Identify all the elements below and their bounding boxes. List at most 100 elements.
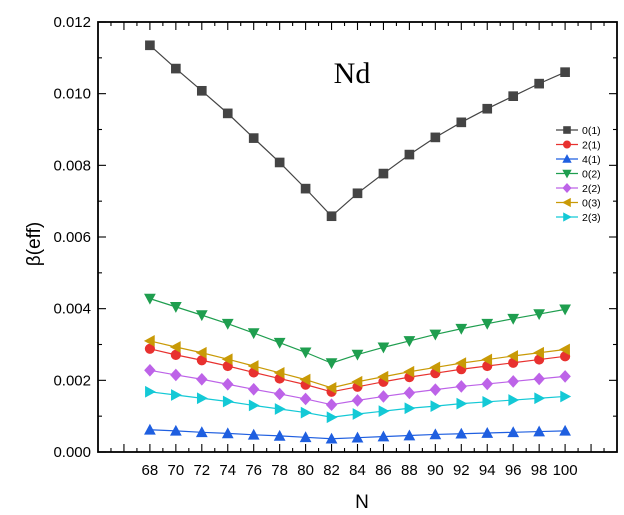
- legend-marker: [563, 126, 571, 134]
- data-point: [171, 63, 181, 74]
- data-point: [377, 342, 390, 354]
- legend-label: 0(2): [582, 169, 601, 181]
- data-point: [299, 431, 312, 443]
- x-axis-title: N: [355, 492, 369, 513]
- data-point: [169, 424, 182, 436]
- legend-item: 2(2): [556, 183, 601, 195]
- data-point: [221, 353, 233, 366]
- y-axis-title: β(eff): [24, 222, 45, 266]
- data-point: [196, 392, 208, 405]
- data-point: [533, 425, 546, 437]
- data-point: [534, 392, 546, 405]
- data-point: [351, 394, 364, 407]
- data-point: [429, 329, 442, 341]
- x-tick-label: 88: [401, 462, 418, 479]
- data-point: [508, 91, 519, 101]
- data-point: [403, 386, 416, 400]
- series-0: [145, 40, 570, 222]
- legend-label: 0(1): [582, 125, 601, 137]
- data-point: [559, 343, 570, 356]
- data-point: [171, 389, 182, 401]
- data-point: [300, 183, 311, 194]
- x-tick-label: 94: [479, 462, 496, 479]
- data-point: [144, 423, 156, 435]
- x-tick-label: 72: [193, 462, 210, 479]
- data-point: [222, 395, 234, 408]
- data-point: [456, 397, 468, 410]
- data-point: [507, 375, 519, 388]
- data-point: [273, 387, 286, 401]
- data-point: [247, 328, 260, 340]
- legend-item: 0(1): [556, 125, 601, 137]
- data-point: [143, 335, 155, 347]
- data-point: [404, 149, 415, 160]
- legend-item: 2(1): [556, 140, 601, 152]
- data-point: [196, 85, 207, 96]
- x-tick-label: 74: [219, 462, 236, 479]
- legend-item: 0(2): [556, 169, 601, 181]
- y-tick-label: 0.006: [53, 229, 91, 246]
- legend-marker: [562, 183, 572, 193]
- data-point: [377, 430, 390, 442]
- data-point: [196, 372, 208, 386]
- y-tick-label: 0.002: [53, 372, 91, 389]
- data-point: [145, 40, 155, 51]
- data-point: [351, 375, 363, 388]
- data-point: [145, 385, 156, 398]
- data-point: [560, 67, 570, 77]
- data-point: [507, 313, 520, 325]
- data-point: [482, 103, 493, 114]
- data-point: [559, 424, 571, 436]
- data-point: [429, 428, 442, 440]
- data-point: [325, 432, 338, 444]
- data-point: [377, 370, 389, 383]
- data-point: [326, 411, 338, 424]
- data-point: [455, 357, 467, 370]
- data-point: [325, 358, 338, 370]
- data-point: [481, 353, 493, 366]
- legend-label: 4(1): [582, 154, 601, 166]
- x-tick-label: 80: [297, 462, 314, 479]
- data-point: [299, 392, 312, 406]
- legend-box: [553, 121, 607, 228]
- data-point: [169, 302, 182, 313]
- x-tick-label: 78: [271, 462, 288, 479]
- data-point: [481, 426, 494, 438]
- x-tick-label: 98: [531, 462, 548, 479]
- data-point: [170, 368, 182, 382]
- data-point: [274, 157, 285, 168]
- y-tick-label: 0.004: [53, 301, 91, 318]
- data-point: [274, 403, 286, 415]
- legend-item: 0(3): [556, 198, 601, 210]
- y-tick-label: 0.008: [53, 157, 91, 174]
- x-tick-label: 86: [375, 462, 392, 479]
- chart-annotation: Nd: [334, 57, 371, 90]
- data-point: [455, 323, 468, 335]
- data-point: [352, 188, 363, 199]
- data-point: [195, 346, 207, 359]
- legend-item: 4(1): [556, 154, 601, 166]
- data-point: [404, 402, 416, 415]
- data-point: [222, 377, 234, 391]
- data-point: [144, 363, 156, 377]
- data-point: [144, 293, 156, 305]
- legend-marker: [563, 140, 572, 149]
- legend: 0(1) 2(1) 4(1) 0(2) 2(2) 0(3) 2(3): [553, 121, 607, 228]
- axes: 68 70 72 74 76 78 80 82 84 86 88 90 92 94 96 98 100 0.000…: [53, 14, 618, 479]
- data-point: [533, 372, 545, 386]
- data-point: [481, 377, 493, 391]
- legend-marker: [562, 169, 572, 179]
- data-point: [325, 381, 337, 394]
- data-point: [403, 365, 415, 378]
- data-point: [508, 394, 520, 406]
- legend-label: 0(3): [582, 198, 601, 210]
- data-point: [351, 431, 364, 443]
- legend-item: 2(3): [556, 212, 601, 224]
- data-point: [325, 398, 338, 412]
- series-5: [143, 335, 570, 394]
- data-point: [221, 318, 234, 330]
- data-point: [430, 400, 442, 413]
- data-point: [195, 426, 208, 438]
